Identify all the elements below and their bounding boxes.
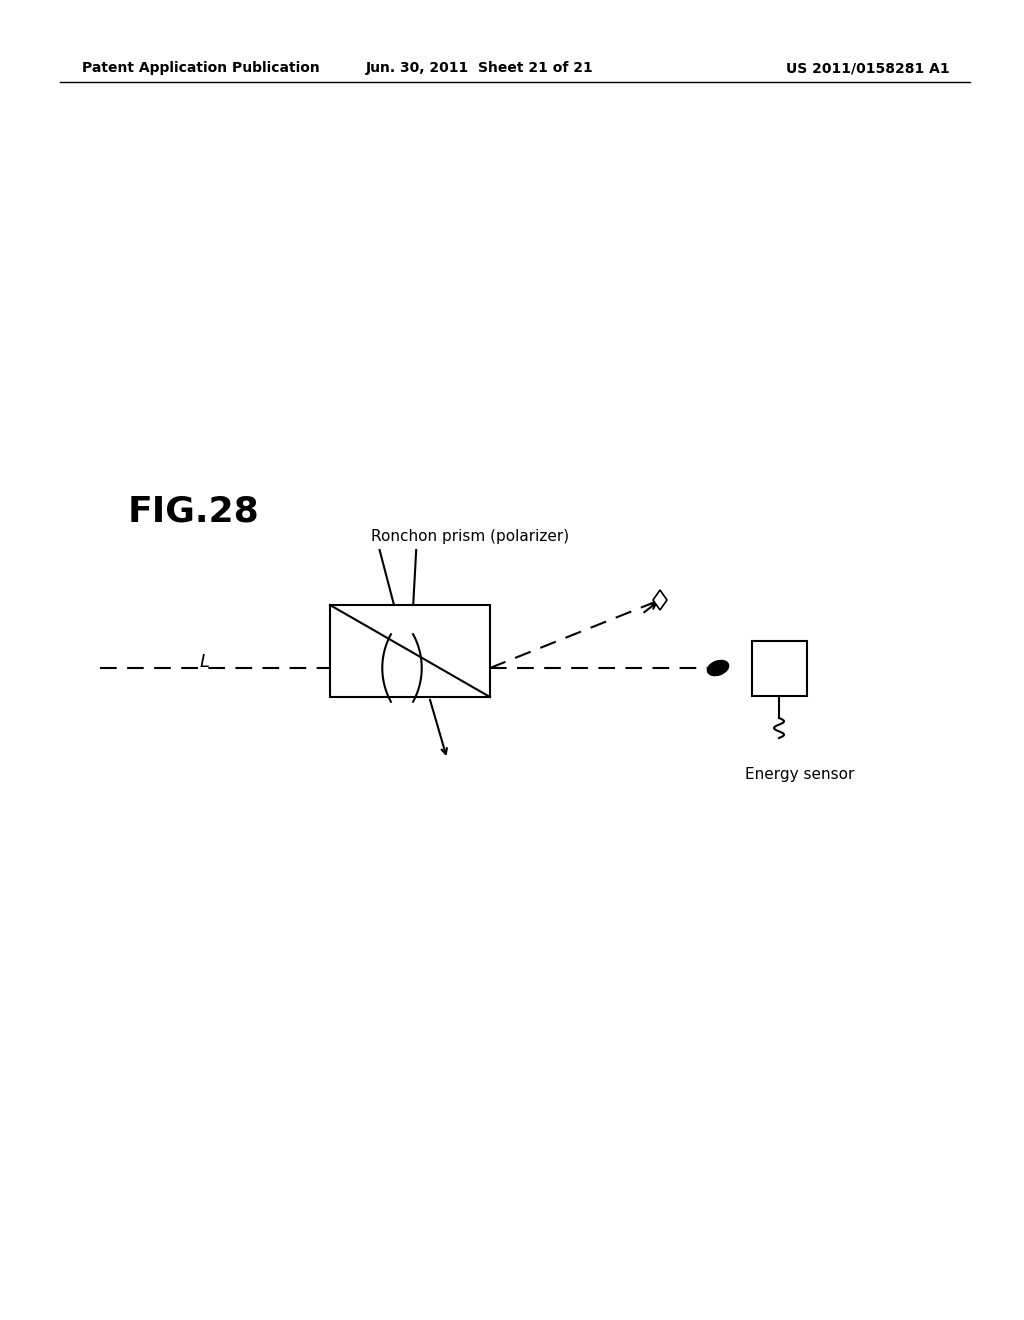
Polygon shape [653, 590, 667, 610]
Text: US 2011/0158281 A1: US 2011/0158281 A1 [786, 61, 950, 75]
Text: Jun. 30, 2011  Sheet 21 of 21: Jun. 30, 2011 Sheet 21 of 21 [367, 61, 594, 75]
Bar [752, 642, 807, 696]
Bar [330, 605, 490, 697]
Text: L: L [200, 653, 210, 671]
Text: Patent Application Publication: Patent Application Publication [82, 61, 319, 75]
Text: Energy sensor: Energy sensor [744, 767, 854, 781]
Ellipse shape [708, 660, 729, 676]
Text: FIG.28: FIG.28 [128, 495, 260, 529]
Text: Ronchon prism (polarizer): Ronchon prism (polarizer) [371, 529, 569, 544]
